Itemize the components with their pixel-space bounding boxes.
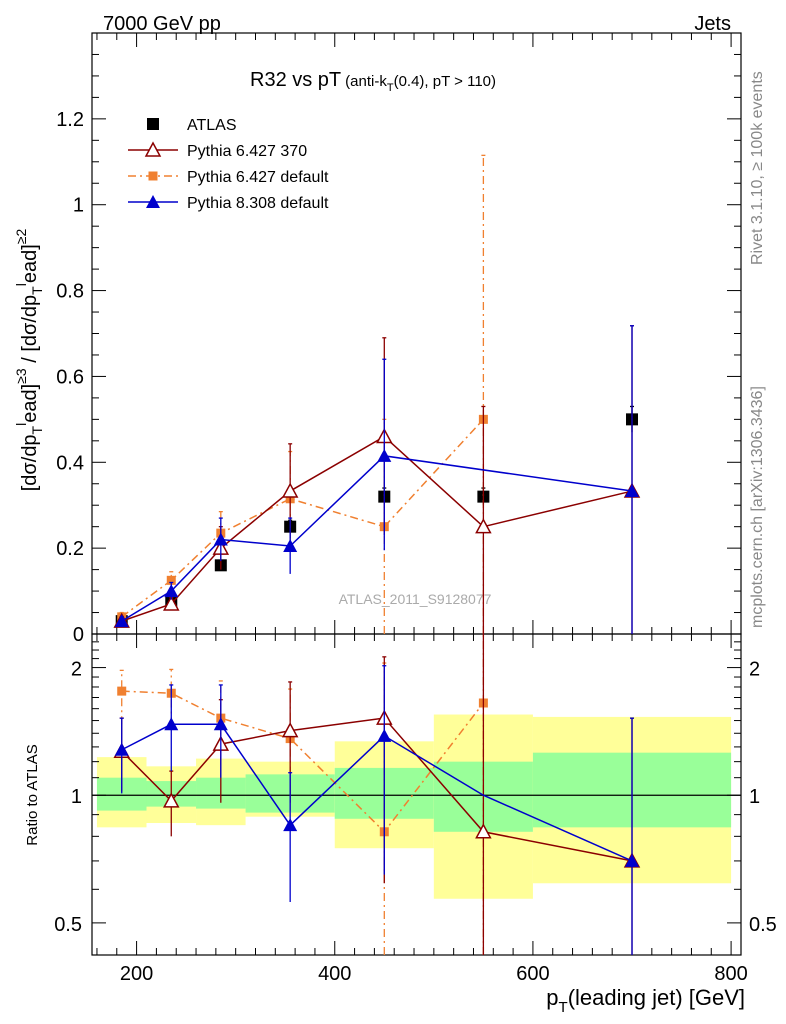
- legend-entry-pythia-6-427-370: Pythia 6.427 370: [128, 141, 307, 160]
- main-title: R32 vs pT (anti-kT(0.4), pT > 110): [250, 69, 496, 94]
- main-ytick-label: 0: [73, 624, 84, 646]
- ratio-data-point: [377, 728, 392, 742]
- ratio-frame: [91, 633, 742, 956]
- xtick-label: 600: [516, 963, 549, 985]
- series-pythia-6-427-default: [117, 154, 488, 634]
- xtick-label: 400: [318, 963, 351, 985]
- data-point: [114, 614, 129, 628]
- ratio-data-point: [625, 853, 640, 867]
- main-ylabel: [dσ/dpTlead]≥3 / [dσ/dpTlead]≥2: [13, 229, 45, 492]
- ratio-ytick-label: 2: [71, 659, 82, 681]
- ratio-data-point: [114, 742, 129, 756]
- ratio-panel-series: [113, 634, 641, 955]
- analysis-watermark: ATLAS_2011_S9128077: [339, 591, 492, 607]
- ratio-ytick-label-right: 2: [749, 659, 760, 681]
- xlabel: pT(leading jet) [GeV]: [546, 985, 745, 1016]
- legend-label: Pythia 8.308 default: [187, 195, 329, 212]
- data-point: [163, 595, 180, 611]
- data-point: [213, 532, 228, 546]
- rivet-version-label: Rivet 3.1.10, ≥ 100k events: [749, 71, 766, 265]
- main-ytick-label: 0.2: [56, 538, 84, 560]
- series-line: [121, 418, 484, 618]
- ratio-ylabel: Ratio to ATLAS: [24, 744, 41, 845]
- main-ytick-label: 0.8: [56, 281, 84, 303]
- ratio-data-point: [164, 717, 179, 731]
- ratio-data-point: [163, 792, 180, 808]
- ratio-data-point: [117, 686, 127, 696]
- mcplots-label: mcplots.cern.ch [arXiv:1306.3436]: [749, 386, 766, 628]
- series-line: [121, 455, 633, 622]
- data-point: [475, 518, 492, 534]
- legend-label: Pythia 6.427 370: [187, 143, 307, 160]
- ratio-uncertainty-bands: [96, 714, 732, 899]
- data-point: [164, 584, 179, 598]
- header-right: Jets: [694, 13, 731, 35]
- legend-marker: [148, 171, 158, 181]
- data-point: [377, 448, 392, 462]
- main-panel-axes: 0 0.2 0.4 0.6 0.8 1 1.2: [56, 32, 742, 646]
- data-point: [281, 482, 299, 498]
- ratio-ytick-label: 1: [71, 786, 82, 808]
- svg-text:[dσ/dpTlead]≥3 / [dσ/dpTlead]≥: [dσ/dpTlead]≥3 / [dσ/dpTlead]≥2: [13, 229, 45, 492]
- ratio-data-point: [281, 722, 299, 738]
- header-left: 7000 GeV pp: [103, 13, 221, 35]
- main-panel-series: [113, 154, 641, 634]
- data-point: [283, 538, 298, 552]
- ratio-series-line: [121, 690, 484, 833]
- ratio-data-point: [213, 717, 228, 731]
- ratio-data-point: [283, 818, 298, 832]
- ratio-panel-axes: 0.5 0.5 1 1 2 2 200 400 600 800: [54, 633, 777, 985]
- data-point: [166, 575, 176, 585]
- legend-marker: [146, 195, 160, 208]
- ratio-ytick-label-right: 1: [749, 786, 760, 808]
- legend-entry-atlas: ATLAS: [147, 117, 237, 134]
- legend-label: ATLAS: [187, 117, 237, 134]
- ratio-series-pythia-8-308-default: [114, 665, 640, 955]
- ratio-data-point: [475, 823, 492, 839]
- legend: ATLAS Pythia 6.427 370 Pythia 6.427 defaul…: [128, 117, 329, 212]
- ratio-ytick-label: 0.5: [54, 914, 82, 936]
- main-ytick-label: 1.2: [56, 109, 84, 131]
- series-pythia-8-308-default: [114, 325, 640, 634]
- xtick-label: 800: [714, 963, 747, 985]
- legend-marker: [144, 141, 162, 157]
- legend-marker: [147, 118, 159, 130]
- main-ytick-label: 0.4: [56, 452, 84, 474]
- legend-entry-pythia-8-308-default: Pythia 8.308 default: [128, 195, 329, 212]
- main-ytick-label: 1: [73, 195, 84, 217]
- series-pythia-6-427-370: [113, 325, 641, 634]
- data-point: [625, 484, 640, 498]
- legend-label: Pythia 6.427 default: [187, 169, 329, 186]
- main-ytick-label: 0.6: [56, 366, 84, 388]
- legend-entry-pythia-6-427-default: Pythia 6.427 default: [128, 169, 329, 186]
- ratio-ytick-label-right: 0.5: [749, 914, 777, 936]
- xtick-label: 200: [120, 963, 153, 985]
